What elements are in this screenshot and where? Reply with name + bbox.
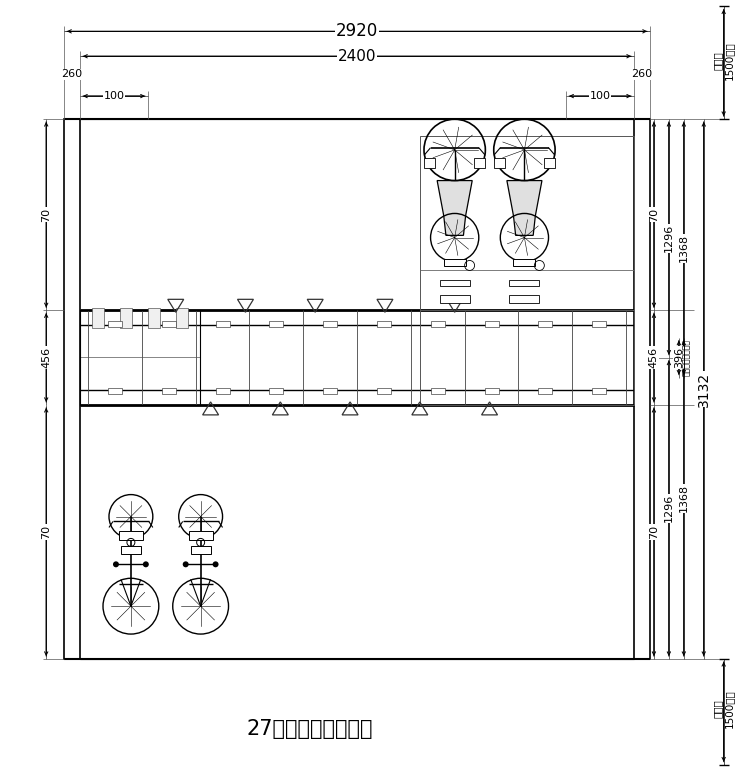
- Bar: [323, 388, 337, 394]
- Bar: [162, 322, 175, 327]
- Bar: [431, 388, 445, 394]
- Bar: [634, 119, 650, 659]
- Bar: [539, 322, 552, 327]
- Bar: [544, 158, 555, 168]
- Bar: [485, 388, 499, 394]
- Bar: [634, 119, 650, 659]
- Text: 70: 70: [41, 525, 51, 539]
- Circle shape: [143, 561, 149, 567]
- Text: 通路幅
1500以上: 通路幅 1500以上: [713, 41, 735, 79]
- Bar: [440, 295, 470, 303]
- Bar: [80, 310, 200, 405]
- Bar: [539, 388, 552, 394]
- Bar: [148, 308, 160, 328]
- Circle shape: [212, 561, 218, 567]
- Circle shape: [113, 561, 119, 567]
- Bar: [64, 119, 80, 659]
- Bar: [92, 308, 104, 328]
- Bar: [377, 322, 391, 327]
- Bar: [377, 388, 391, 394]
- Bar: [440, 281, 470, 286]
- Text: 100: 100: [590, 91, 610, 101]
- Bar: [269, 388, 283, 394]
- Text: 260: 260: [631, 69, 653, 79]
- Text: 1368: 1368: [679, 234, 689, 262]
- Bar: [509, 281, 539, 286]
- Circle shape: [183, 561, 189, 567]
- Bar: [431, 322, 445, 327]
- Text: 70: 70: [649, 525, 659, 539]
- Bar: [119, 531, 143, 540]
- Bar: [509, 295, 539, 303]
- Text: 1296: 1296: [664, 224, 674, 252]
- Bar: [215, 388, 229, 394]
- Text: 70: 70: [41, 207, 51, 222]
- Text: 2920: 2920: [336, 22, 378, 40]
- Bar: [485, 322, 499, 327]
- Text: 1368: 1368: [679, 484, 689, 513]
- Text: 70: 70: [649, 207, 659, 222]
- Polygon shape: [507, 180, 542, 235]
- Text: 27インチ自転車入り: 27インチ自転車入り: [247, 719, 374, 739]
- Bar: [121, 547, 141, 554]
- Bar: [175, 308, 188, 328]
- Bar: [64, 119, 80, 659]
- Text: 1296: 1296: [664, 494, 674, 523]
- Text: 100: 100: [104, 91, 124, 101]
- Text: 2400: 2400: [337, 49, 377, 64]
- Text: 3132: 3132: [697, 372, 710, 406]
- Bar: [108, 322, 122, 327]
- Text: （アンカー芯々）: （アンカー芯々）: [682, 339, 691, 376]
- Bar: [514, 260, 535, 267]
- Bar: [269, 322, 283, 327]
- Text: 通路幅
1500以上: 通路幅 1500以上: [713, 689, 735, 728]
- Bar: [120, 308, 132, 328]
- Bar: [494, 158, 505, 168]
- Bar: [162, 388, 175, 394]
- Bar: [420, 136, 634, 405]
- Bar: [474, 158, 485, 168]
- Bar: [191, 547, 211, 554]
- Bar: [189, 531, 212, 540]
- Text: 456: 456: [41, 347, 51, 369]
- Bar: [444, 260, 465, 267]
- Bar: [108, 388, 122, 394]
- Bar: [215, 322, 229, 327]
- Text: 396: 396: [674, 347, 684, 369]
- Text: 456: 456: [649, 347, 659, 369]
- Bar: [424, 158, 435, 168]
- Polygon shape: [437, 180, 472, 235]
- Bar: [592, 388, 606, 394]
- Bar: [323, 322, 337, 327]
- Bar: [592, 322, 606, 327]
- Text: 260: 260: [61, 69, 83, 79]
